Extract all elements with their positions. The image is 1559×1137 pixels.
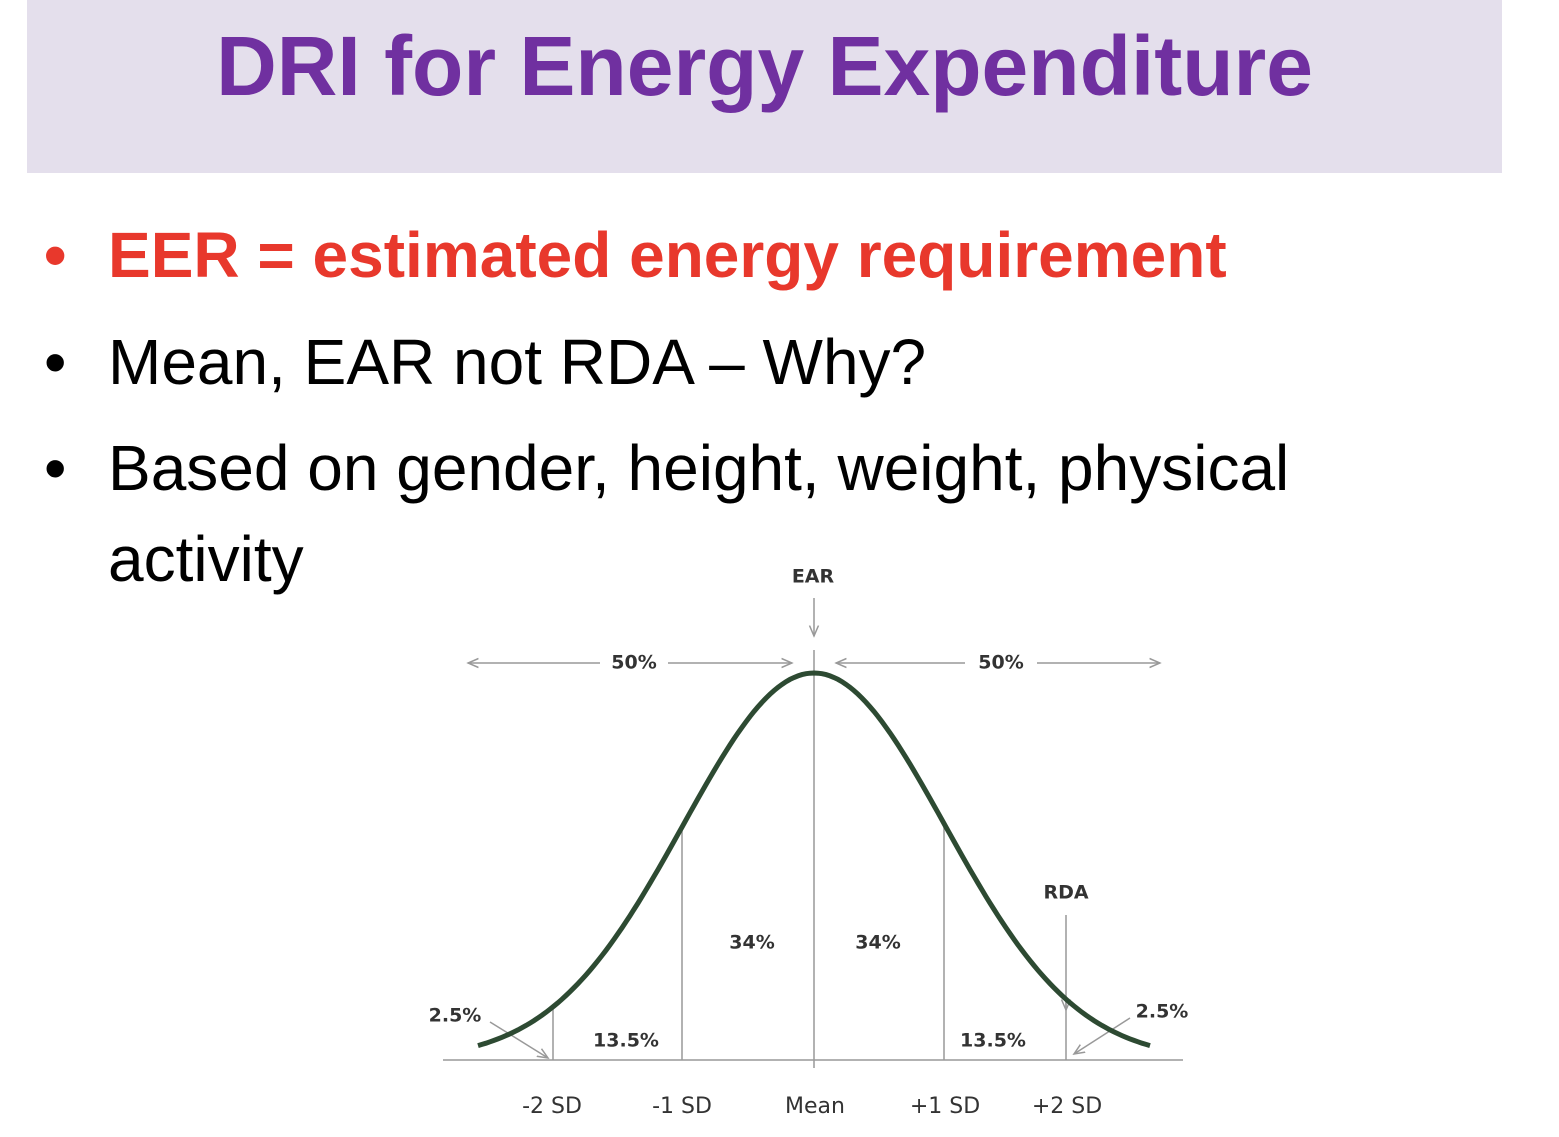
guides [443,598,1183,1068]
bullet: Mean, EAR not RDA – Why? [108,326,927,398]
label: 13.5% [593,1030,659,1052]
bullet-dot: • [44,219,67,291]
label: 50% [978,652,1023,674]
label: 13.5% [960,1030,1026,1052]
label: 2.5% [429,1005,482,1027]
bullet-dot: • [44,432,67,504]
label: RDA [1043,882,1088,904]
bell-curve [477,670,1151,1048]
axis-label: -2 SD [522,1094,582,1119]
axis-label: Mean [785,1094,845,1119]
sd-lines [552,823,1067,1060]
label: 50% [611,652,656,674]
title: DRI for Energy Expenditure [216,19,1313,113]
bullet-continuation: activity [108,523,304,595]
axis-label: +2 SD [1032,1094,1102,1119]
label: 34% [729,932,774,954]
bullet: EER = estimated energy requirement [108,219,1227,291]
label: 2.5% [1136,1001,1189,1023]
bullet: Based on gender, height, weight, physica… [108,432,1290,504]
arrow [1074,1017,1131,1054]
bullet-dot: • [44,326,67,398]
header-band [27,0,1502,173]
arrow [489,1021,548,1058]
axis-label: +1 SD [910,1094,980,1119]
label: EAR [792,566,835,588]
axis-label: -1 SD [652,1094,712,1119]
label: 34% [855,932,900,954]
